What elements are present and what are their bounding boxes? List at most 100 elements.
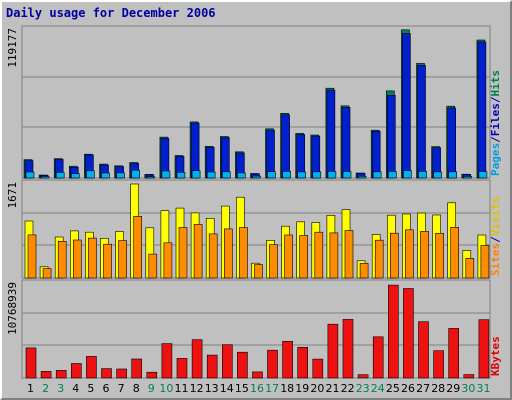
bar-sites [329,232,339,279]
bar-sites [359,263,369,279]
bar-sites [73,239,82,279]
x-tick-label: 20 [310,382,324,395]
bar-files [371,131,381,179]
bar-kbytes [448,328,460,379]
bar-sites [314,231,324,279]
plot-area [21,25,491,179]
bar-pages [40,176,50,179]
bar-pages [448,171,458,179]
legend-entry: / [489,96,502,103]
bar-kbytes [55,370,67,379]
bar-sites [103,243,112,279]
bar-files [341,107,351,179]
bar-kbytes [267,349,278,379]
bar-pages [71,173,80,179]
bar-files [190,122,200,179]
bar-pages [267,171,276,179]
legend: Sites/Visits [489,197,502,277]
bar-kbytes [312,358,324,379]
bar-sites [389,232,399,279]
bar-kbytes [25,347,37,379]
legend-entry: Visits [489,197,502,237]
legend-entry: Sites [489,243,502,276]
bar-kbytes [191,339,203,379]
bar-kbytes [146,371,158,379]
legend: Pages/Files/Hits [489,70,502,176]
x-tick-label: 17 [265,382,279,395]
bar-pages [327,171,337,179]
bar-pages [372,171,382,179]
bar-pages [206,171,216,179]
x-tick-label: 22 [341,382,355,395]
bar-pages [131,169,140,179]
bar-pages [357,176,367,179]
bar-kbytes [131,358,142,379]
x-tick-label: 25 [386,382,400,395]
bar-pages [86,170,95,179]
bar-kbytes [252,371,263,379]
y-max-label: 119177 [6,28,19,68]
bar-files [402,33,411,179]
y-max-label: 10768939 [6,282,19,335]
bar-pages [191,170,201,179]
bar-kbytes [297,346,309,379]
bar-kbytes [418,321,429,379]
bar-sites [224,228,233,279]
x-tick-label: 12 [190,382,204,395]
x-tick-label: 7 [118,382,125,395]
x-tick-label: 8 [133,382,140,395]
bar-sites [480,245,490,279]
legend-entry: KBytes [489,336,502,376]
bar-sites [163,242,173,279]
bar-pages [282,171,291,179]
x-tick-label: 9 [148,382,155,395]
bar-pages [342,171,352,179]
bar-kbytes [101,368,112,379]
bar-sites [254,264,263,279]
x-tick-label: 14 [220,382,234,395]
bar-kbytes [463,374,475,379]
bar-kbytes [116,368,127,379]
bar-pages [403,170,412,179]
bar-kbytes [237,351,248,379]
bar-sites [299,235,309,279]
bar-sites [178,227,188,279]
bar-kbytes [71,363,82,379]
bar-pages [312,171,322,179]
bar-sites [133,216,142,279]
bar-sites [118,240,127,279]
bar-pages [176,172,186,179]
x-tick-label: 13 [205,382,219,395]
bar-sites [405,229,414,279]
x-tick-label: 15 [235,382,249,395]
bar-files [266,129,275,179]
bar-files [386,95,396,179]
bar-pages [387,171,397,179]
bar-kbytes [433,350,444,379]
bar-kbytes [40,371,52,379]
bar-files [477,41,487,179]
bar-sites [344,230,354,279]
bar-pages [161,170,171,179]
visits-sites-panel: 1671 Sites/Visits [6,179,502,279]
chart-title: Daily usage for December 2006 [6,6,216,20]
x-tick-label: 19 [295,382,309,395]
bar-kbytes [161,343,173,379]
bar-files [447,107,457,179]
legend-entry: Pages [489,143,502,176]
x-tick-label: 26 [401,382,415,395]
bar-kbytes [372,336,384,379]
x-tick-label: 27 [416,382,430,395]
bar-pages [418,171,427,179]
bar-sites [57,241,67,279]
bar-sites [239,227,248,279]
bar-kbytes [478,319,490,379]
bar-pages [146,176,156,179]
bar-pages [116,172,125,179]
bar-sites [88,237,97,279]
x-tick-label: 11 [175,382,189,395]
x-axis-ticks: 1 2 3 4 5 6 7 8 9 10 11 12 13 14 15 16 17 18 19 20 21 22 23 24 2… [27,382,491,395]
legend: KBytes [489,336,502,376]
